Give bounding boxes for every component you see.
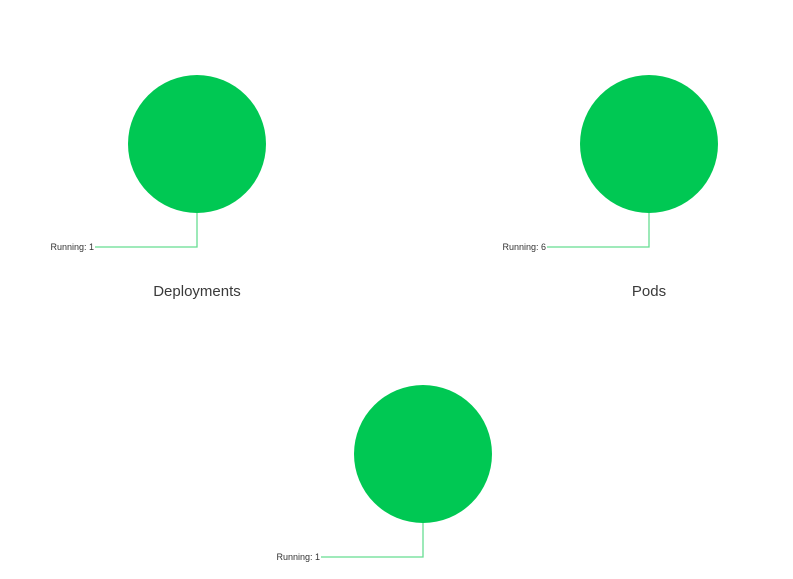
pods-slices [580,75,718,213]
replica-sets-slices [354,385,492,523]
pods-label-leader-line [547,213,650,248]
pods-chart: Running: 6 Pods [502,75,718,300]
pods-slice-running[interactable] [580,75,718,213]
replica-sets-slice-running[interactable] [354,385,492,523]
pods-slice-labels: Running: 6 [502,213,650,252]
deployments-slices [128,75,266,213]
pods-chart-title: Pods [632,283,666,300]
deployments-chart: Running: 1 Deployments [50,75,266,300]
replica-sets-label-leader-line [321,523,424,558]
deployments-slice-running[interactable] [128,75,266,213]
replica-sets-slice-label-running: Running: 1 [276,552,320,562]
deployments-slice-label-running: Running: 1 [50,242,94,252]
deployments-chart-title: Deployments [153,283,241,300]
pods-slice-label-running: Running: 6 [502,242,546,252]
replica-sets-chart: Running: 1 [276,385,492,562]
deployments-slice-labels: Running: 1 [50,213,198,252]
replica-sets-slice-labels: Running: 1 [276,523,424,562]
deployments-label-leader-line [95,213,198,248]
